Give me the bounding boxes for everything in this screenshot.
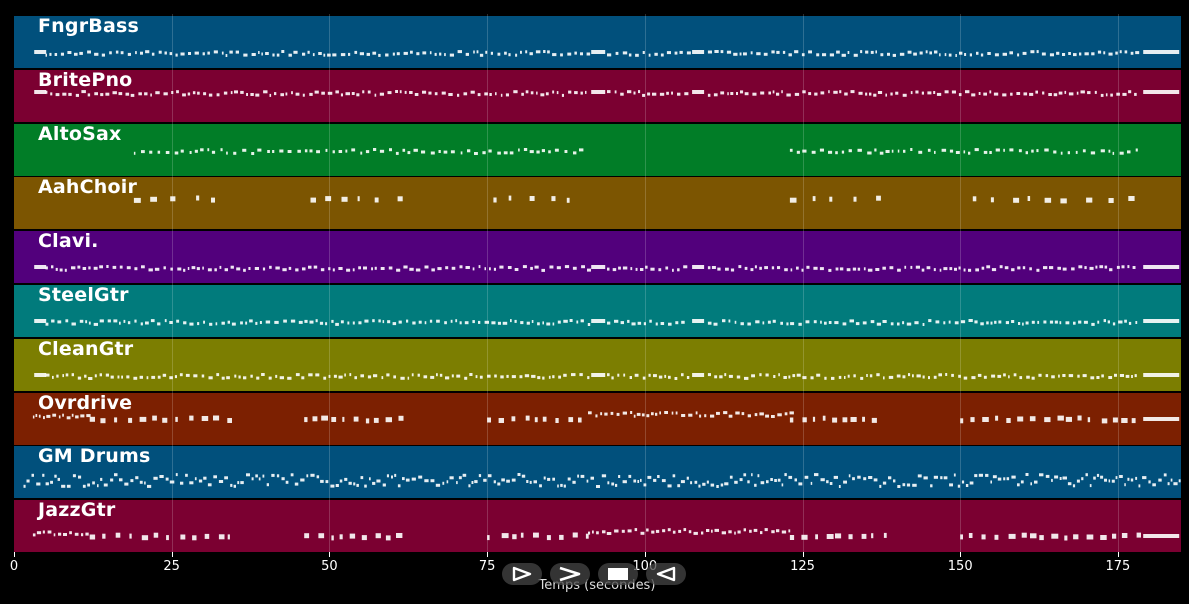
- track-drums: GM Drums: [14, 446, 1181, 499]
- track-label: Clavi.: [38, 231, 99, 253]
- track-sax: AltoSax: [14, 123, 1181, 176]
- note-marks: [32, 410, 1180, 423]
- note-marks: [34, 372, 1180, 380]
- x-tick-label: 150: [947, 559, 973, 574]
- play-icon: [512, 566, 532, 582]
- track-label: AahChoir: [38, 177, 138, 199]
- x-tick-label: 125: [790, 559, 815, 574]
- x-tick: [171, 552, 173, 557]
- track-label: Ovrdrive: [38, 392, 133, 414]
- piano-roll-tracks: FngrBass BritePno AltoSax AahChoir Clavi. Ste…: [14, 16, 1181, 553]
- note-marks: [34, 89, 1180, 97]
- x-tick-label: 75: [478, 559, 496, 574]
- note-marks: [34, 50, 1180, 57]
- track-jazz: JazzGtr: [14, 500, 1181, 553]
- track-clavi: Clavi.: [14, 231, 1181, 284]
- x-tick: [644, 552, 646, 557]
- track-piano: BritePno: [14, 69, 1181, 122]
- x-tick: [1117, 552, 1119, 557]
- track-label: FngrBass: [38, 16, 139, 37]
- stop-button[interactable]: [598, 563, 638, 585]
- note-marks: [133, 195, 1135, 204]
- rewind-button[interactable]: [646, 563, 686, 585]
- note-marks: [133, 147, 1138, 155]
- x-tick: [960, 552, 962, 557]
- track-choir: AahChoir: [14, 177, 1181, 230]
- note-marks: [32, 528, 1180, 541]
- note-marks: [23, 473, 1181, 489]
- track-label: AltoSax: [38, 123, 122, 145]
- x-tick-label: 0: [9, 559, 19, 574]
- x-tick-label: 175: [1105, 559, 1131, 574]
- forward-icon: [559, 566, 581, 582]
- x-tick: [14, 552, 15, 557]
- x-tick: [487, 552, 489, 557]
- stop-icon: [608, 568, 628, 580]
- track-label: SteelGtr: [38, 285, 129, 306]
- track-clean: CleanGtr: [14, 338, 1181, 391]
- track-label: GM Drums: [38, 446, 151, 468]
- track-overdrive: Ovrdrive: [14, 392, 1181, 445]
- note-marks: [34, 319, 1180, 326]
- track-label: JazzGtr: [38, 500, 116, 522]
- track-bass: FngrBass: [14, 16, 1181, 68]
- x-tick: [329, 552, 331, 557]
- track-steel: SteelGtr: [14, 285, 1181, 337]
- play-button[interactable]: [502, 563, 542, 585]
- rewind-icon: [656, 566, 676, 582]
- x-tick-label: 25: [163, 559, 180, 574]
- x-tick-label: 50: [321, 559, 338, 574]
- playback-controls: [502, 563, 686, 587]
- track-label: CleanGtr: [38, 338, 134, 360]
- forward-button[interactable]: [550, 563, 590, 585]
- note-marks: [34, 265, 1180, 273]
- track-label: BritePno: [38, 69, 133, 91]
- x-tick: [802, 552, 804, 557]
